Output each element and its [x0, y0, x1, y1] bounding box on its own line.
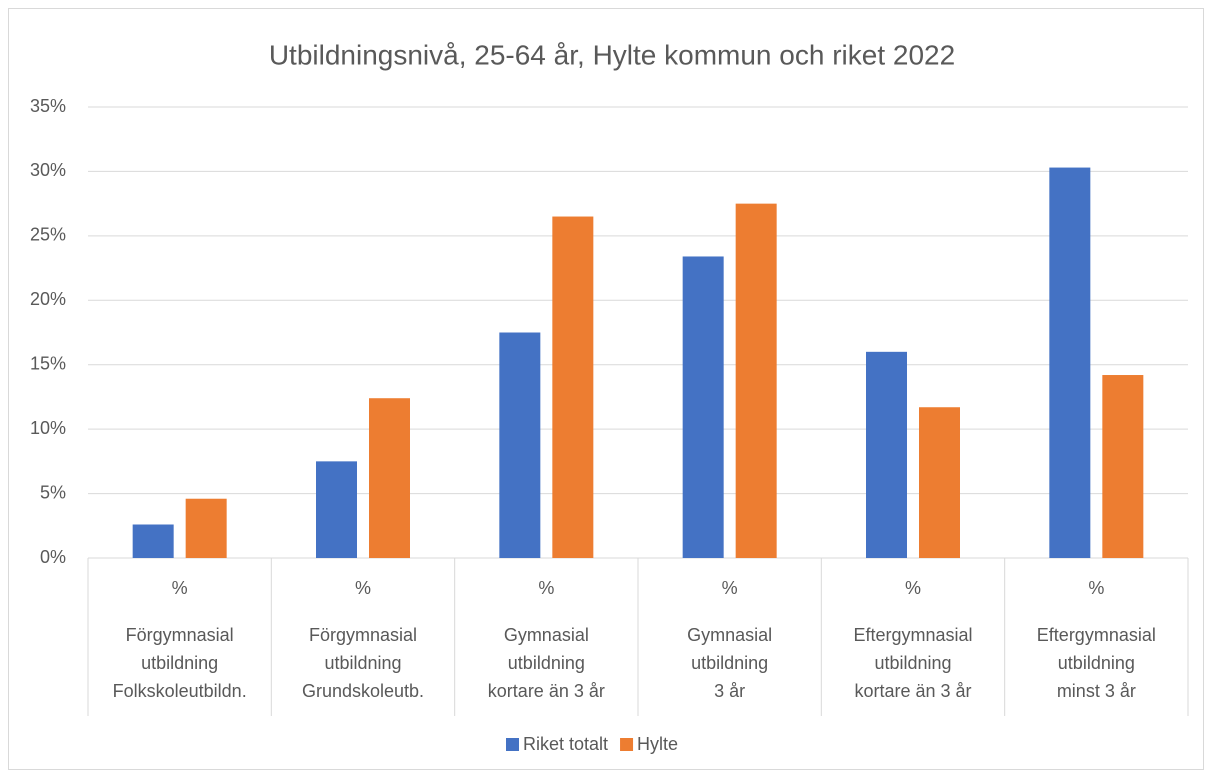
y-tick-label: 5% [40, 482, 66, 502]
y-tick-label: 10% [30, 418, 66, 438]
x-tick-label: utbildning [141, 653, 218, 673]
x-tick-label: utbildning [691, 653, 768, 673]
y-tick-label: 35% [30, 96, 66, 116]
bar [132, 524, 174, 558]
legend-swatch [506, 738, 519, 751]
x-tick-label: Gymnasial [687, 625, 772, 645]
x-tick-label: Förgymnasial [309, 625, 417, 645]
x-tick-label: Eftergymnasial [1037, 625, 1156, 645]
x-tick-label: Eftergymnasial [853, 625, 972, 645]
legend-swatch [620, 738, 634, 751]
y-tick-label: 15% [30, 353, 66, 373]
x-tick-label: kortare än 3 år [854, 681, 971, 701]
bar [1102, 375, 1144, 558]
chart-title: Utbildningsnivå, 25-64 år, Hylte kommun … [269, 39, 955, 70]
bar [552, 216, 594, 558]
bar [185, 498, 227, 558]
bar [682, 256, 724, 558]
bar [1049, 167, 1091, 558]
y-tick-label: 25% [30, 225, 66, 245]
bar [735, 203, 777, 558]
x-tick-label: utbildning [1058, 653, 1135, 673]
y-tick-label: 0% [40, 547, 66, 567]
x-tick-label: utbildning [324, 653, 401, 673]
y-tick-label: 20% [30, 289, 66, 309]
x-subcategory-label: % [172, 578, 188, 598]
x-tick-label: 3 år [714, 681, 745, 701]
x-tick-label: Folkskoleutbildn. [113, 681, 247, 701]
x-tick-label: Förgymnasial [126, 625, 234, 645]
y-tick-label: 30% [30, 160, 66, 180]
legend-label: Riket totalt [523, 734, 608, 754]
bar [866, 351, 907, 558]
x-tick-label: kortare än 3 år [488, 681, 605, 701]
x-tick-label: utbildning [508, 653, 585, 673]
x-tick-label: minst 3 år [1057, 681, 1136, 701]
bar [369, 398, 410, 558]
x-subcategory-label: % [722, 578, 738, 598]
bar [919, 407, 960, 558]
x-subcategory-label: % [355, 578, 371, 598]
x-subcategory-label: % [905, 578, 921, 598]
x-tick-label: Grundskoleutb. [302, 681, 424, 701]
legend-label: Hylte [637, 734, 678, 754]
x-tick-label: Gymnasial [504, 625, 589, 645]
x-subcategory-label: % [538, 578, 554, 598]
bar [499, 332, 541, 558]
bar [316, 461, 357, 558]
x-subcategory-label: % [1088, 578, 1104, 598]
x-tick-label: utbildning [874, 653, 951, 673]
